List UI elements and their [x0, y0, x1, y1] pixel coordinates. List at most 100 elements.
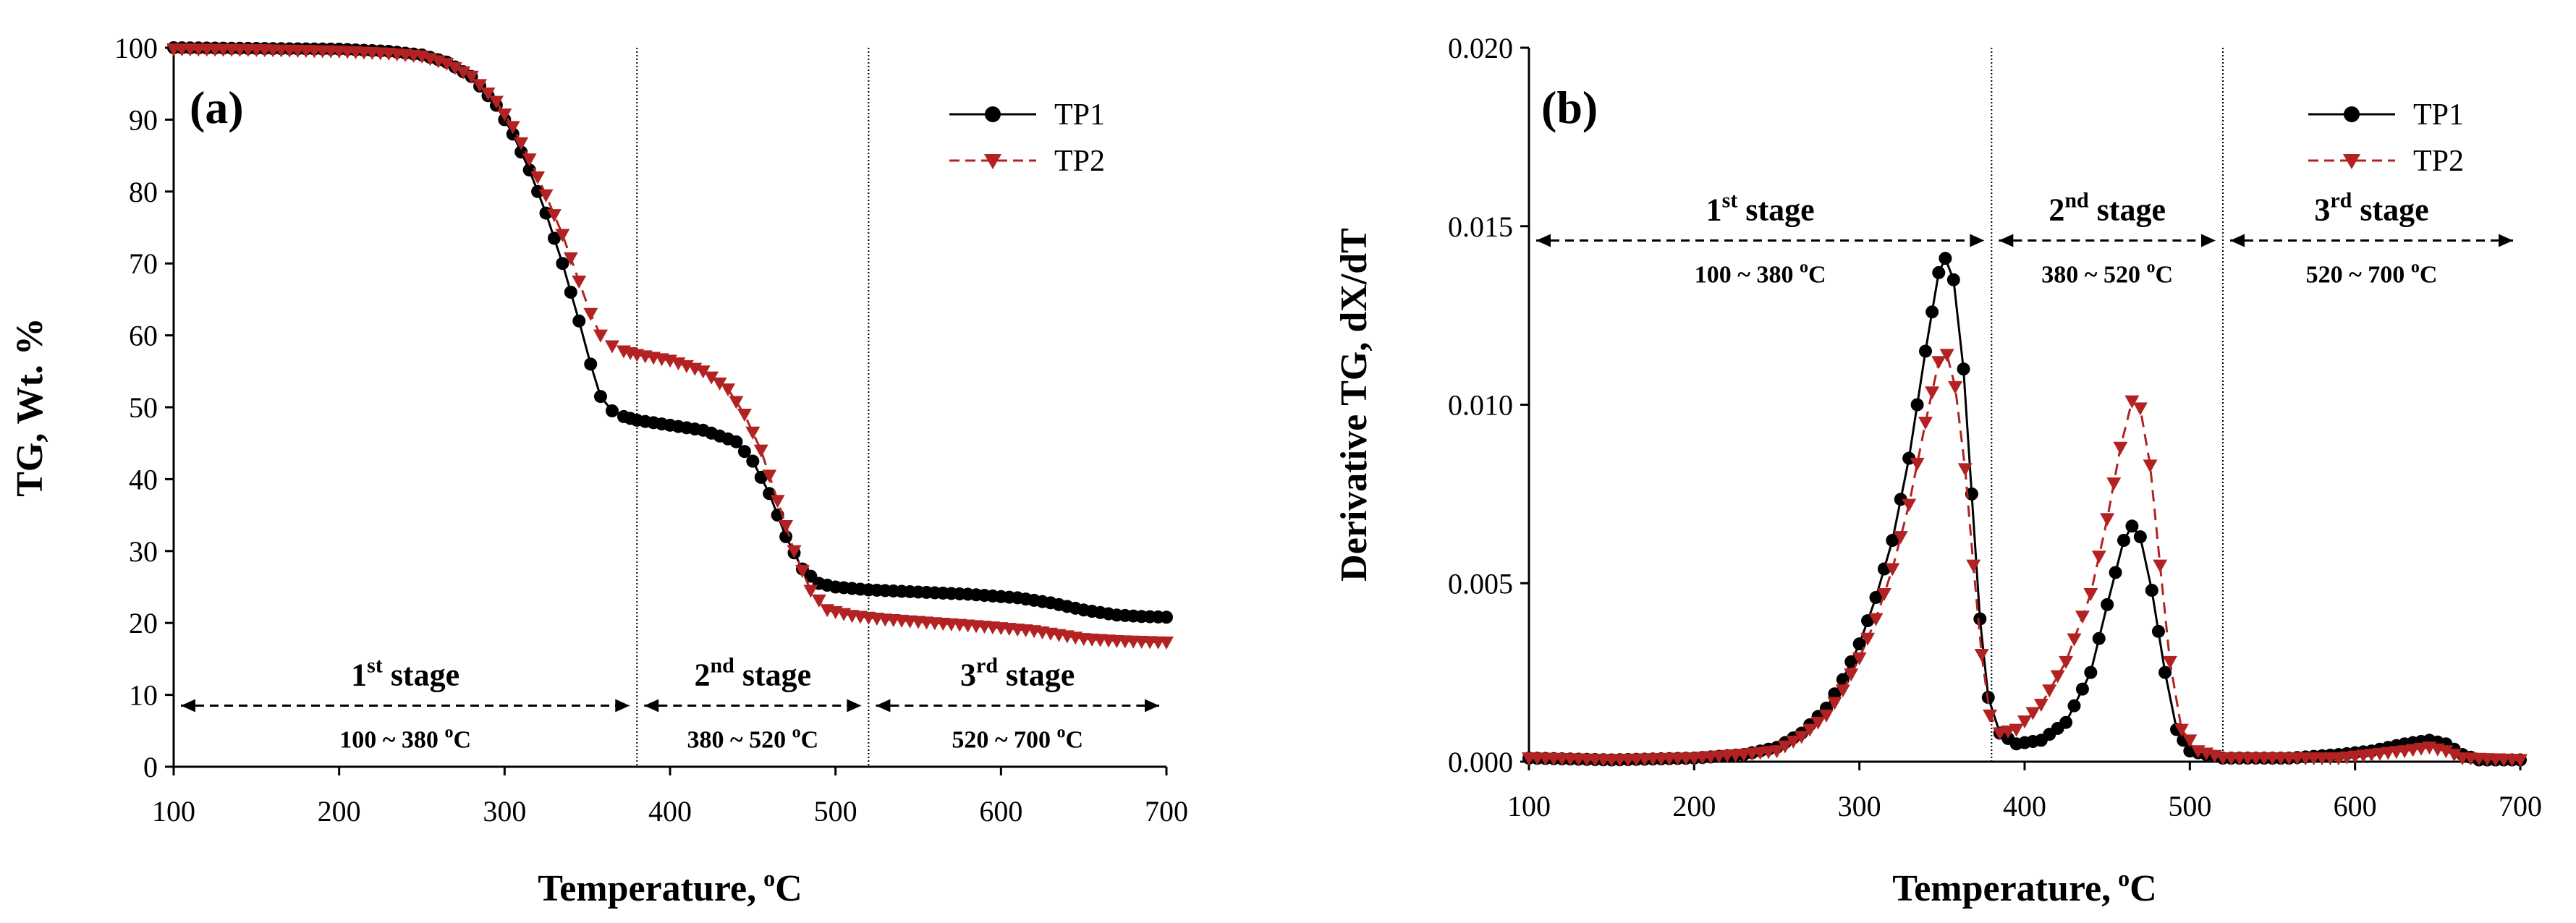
stage-arrowhead-right	[1970, 234, 1985, 247]
y-tick-label: 70	[129, 247, 158, 280]
data-point-tp2	[456, 66, 471, 80]
data-point-tp2	[2124, 395, 2140, 409]
data-point-tp2	[464, 70, 479, 84]
data-point-tp2	[1992, 727, 2007, 741]
data-point-tp2	[514, 137, 529, 150]
data-point-tp1	[584, 357, 598, 371]
data-point-tp2	[2001, 726, 2016, 739]
data-point-tp1	[1946, 273, 1960, 286]
legend-label-tp2: TP2	[2413, 145, 2464, 178]
data-point-tp2	[439, 57, 454, 71]
data-point-tp1	[2067, 699, 2081, 713]
legend-label-tp1: TP1	[2413, 98, 2464, 132]
data-point-tp2	[1918, 417, 1933, 430]
stage-arrowhead-right	[2499, 234, 2513, 247]
data-point-tp2	[1777, 740, 1792, 754]
y-tick-label: 20	[129, 607, 158, 639]
y-tick-label: 0.000	[1448, 746, 1513, 778]
data-point-tp2	[762, 469, 777, 483]
y-tick-label: 90	[129, 103, 158, 136]
data-point-tp2	[1902, 498, 1917, 512]
panel-label: (b)	[1541, 82, 1598, 133]
data-point-tp2	[593, 329, 608, 343]
data-point-tp1	[1836, 673, 1850, 686]
data-point-tp2	[803, 584, 818, 598]
data-point-tp1	[1861, 614, 1875, 628]
data-point-tp2	[770, 495, 785, 509]
data-point-tp1	[605, 404, 619, 417]
stage-title: 3rd stage	[2314, 188, 2428, 227]
data-point-tp2	[1948, 380, 1963, 394]
series-line-tp1	[1528, 255, 2520, 762]
data-point-tp2	[1957, 463, 1973, 477]
stage-range: 380 ~ 520 oC	[2041, 258, 2173, 288]
stage-range: 100 ~ 380 oC	[339, 723, 471, 754]
data-point-tp1	[2059, 715, 2073, 729]
stage-range: 520 ~ 700 oC	[952, 723, 1083, 754]
data-point-tp2	[2059, 655, 2074, 669]
data-point-tp2	[572, 276, 587, 289]
data-point-tp2	[1786, 736, 1801, 749]
legend-label-tp1: TP1	[1054, 98, 1105, 132]
data-point-tp2	[604, 340, 619, 354]
data-point-tp2	[1159, 637, 1174, 650]
x-axis-title: Temperature, oC	[538, 865, 802, 909]
data-point-tp2	[530, 171, 546, 184]
y-tick-label: 40	[129, 463, 158, 495]
data-point-tp1	[547, 231, 561, 245]
stage-title: 1st stage	[1706, 188, 1815, 227]
stage-arrowhead-left	[1536, 234, 1551, 247]
stage-arrowhead-left	[181, 699, 195, 713]
data-point-tp1	[2158, 665, 2172, 679]
stage-arrowhead-right	[1145, 699, 1159, 713]
data-point-tp2	[583, 307, 598, 321]
data-point-tp2	[1966, 559, 1981, 573]
data-point-tp2	[2132, 402, 2148, 416]
data-point-tp2	[2042, 684, 2057, 698]
data-point-tp2	[497, 108, 512, 122]
data-point-tp2	[2025, 707, 2041, 720]
legend-marker-tp2	[2343, 154, 2360, 169]
stage-range: 520 ~ 700 oC	[2306, 258, 2438, 288]
data-point-tp2	[795, 565, 810, 579]
data-point-tp2	[1819, 709, 1834, 723]
data-point-tp2	[2009, 723, 2024, 737]
data-point-tp2	[737, 408, 752, 422]
x-tick-label: 600	[979, 795, 1022, 828]
data-point-tp2	[538, 189, 554, 203]
chart-panel-b: 100 200 300 400 500 600 700 0.000 0.005 0.010 0.01…	[1334, 32, 2542, 909]
data-point-tp2	[712, 377, 727, 391]
data-point-tp1	[2101, 597, 2114, 611]
data-point-tp2	[753, 444, 768, 458]
data-point-tp1	[556, 257, 569, 271]
x-tick-label: 400	[648, 795, 692, 828]
y-tick-label: 0.020	[1448, 32, 1513, 64]
data-point-tp2	[2017, 715, 2032, 729]
y-tick-label: 0.010	[1448, 389, 1513, 422]
y-tick-label: 0.015	[1448, 210, 1513, 243]
data-point-tp2	[473, 79, 488, 93]
data-point-tp2	[2091, 550, 2106, 564]
stage-arrowhead-right	[615, 699, 630, 713]
x-tick-label: 300	[483, 795, 526, 828]
x-tick-label: 700	[1145, 795, 1188, 828]
data-point-tp2	[1974, 648, 1989, 662]
data-point-tp1	[531, 184, 545, 198]
data-point-tp2	[1983, 709, 1998, 723]
data-point-tp2	[2113, 441, 2128, 455]
stage-title: 2nd stage	[694, 654, 811, 693]
data-point-tp2	[1925, 386, 1940, 400]
data-point-tp1	[1886, 534, 1899, 548]
data-point-tp2	[1910, 457, 1925, 471]
data-point-tp2	[1794, 731, 1809, 744]
data-point-tp1	[746, 454, 760, 468]
data-point-tp1	[2117, 534, 2130, 548]
data-point-tp1	[593, 390, 607, 404]
data-point-tp2	[729, 396, 744, 409]
data-point-tp1	[2125, 519, 2139, 533]
y-axis-title: TG, Wt. %	[9, 318, 51, 497]
series-line-tp2	[173, 48, 1167, 644]
y-tick-label: 60	[129, 320, 158, 352]
data-point-tp2	[695, 365, 711, 379]
stage-arrowhead-right	[2201, 234, 2216, 247]
